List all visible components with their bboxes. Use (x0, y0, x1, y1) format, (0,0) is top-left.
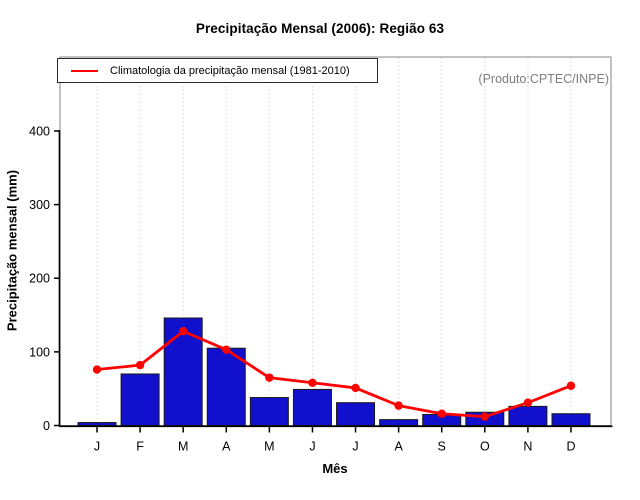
climatology-point-10 (523, 398, 533, 407)
climatology-point-6 (351, 383, 360, 393)
climatology-point-7 (394, 401, 403, 410)
precip-bar-J-0 (77, 422, 117, 427)
y-axis-title: Precipitação mensal (mm) (4, 169, 20, 332)
climatology-point-5 (308, 378, 317, 387)
precip-bar-A-3 (206, 347, 246, 427)
y-tick-label-1: 100 (29, 345, 50, 359)
climatology-line (95, 329, 573, 419)
month-label-7: A (394, 440, 403, 454)
climatology-point-0 (92, 365, 102, 374)
month-label-5: J (309, 440, 315, 454)
precip-bar-D-11 (551, 413, 591, 427)
precip-bar-J-6 (336, 402, 376, 427)
month-label-8: S (438, 440, 446, 454)
y-tick-label-2: 200 (29, 272, 50, 286)
producer-watermark: (Produto:CPTEC/INPE) (478, 72, 609, 86)
month-label-1: F (136, 440, 144, 454)
month-label-4: M (264, 440, 274, 454)
month-label-9: O (480, 440, 490, 454)
precip-bar-M-4 (249, 397, 289, 426)
y-tick-label-3: 300 (29, 198, 50, 212)
month-label-3: A (222, 440, 231, 454)
climatology-point-9 (480, 412, 490, 421)
chart-title: Precipitação Mensal (2006): Região 63 (195, 21, 445, 36)
month-label-11: D (566, 440, 575, 454)
climatology-point-2 (178, 327, 188, 336)
month-label-0: J (94, 440, 100, 454)
legend: Climatologia da precipitação mensal (198… (57, 58, 378, 83)
legend-label: Climatologia da precipitação mensal (198… (110, 64, 350, 77)
precip-bar-J-5 (292, 388, 332, 426)
climatology-point-4 (265, 373, 274, 382)
precip-bar-N-10 (508, 405, 548, 427)
precip-bar-F-1 (120, 373, 160, 427)
month-label-10: N (523, 440, 532, 454)
y-tick-label-0: 0 (43, 419, 50, 433)
climatology-point-11 (566, 381, 576, 390)
month-label-6: J (352, 440, 358, 454)
climatology-point-1 (135, 360, 145, 370)
x-axis-title: Mês (322, 461, 348, 476)
precip-bar-A-7 (379, 419, 419, 426)
red-line-swatch-icon (71, 69, 98, 72)
climatology-point-3 (222, 345, 231, 354)
climatology-point-8 (437, 409, 446, 418)
y-tick-label-4: 400 (29, 124, 50, 138)
month-label-2: M (178, 440, 188, 454)
